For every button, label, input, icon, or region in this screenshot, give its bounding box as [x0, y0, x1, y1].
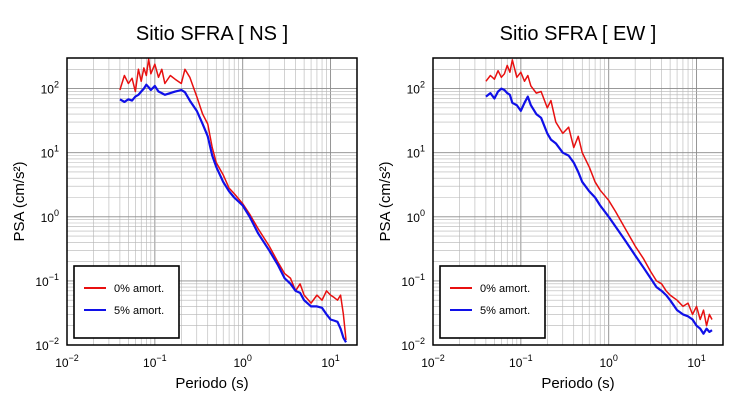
series-line-red: [119, 58, 347, 340]
x-tick-label: 101: [687, 353, 705, 370]
x-tick-label: 10−2: [421, 353, 445, 370]
series-line-red: [485, 59, 713, 327]
legend-label: 0% amort.: [114, 283, 164, 295]
y-axis-label: PSA (cm/s²): [377, 161, 394, 241]
x-tick-label: 10−1: [509, 353, 533, 370]
y-tick-label: 10−1: [401, 272, 425, 289]
y-tick-label: 102: [41, 80, 59, 97]
legend-label: 5% amort.: [480, 305, 530, 317]
chart-title: Sitio SFRA [ EW ]: [500, 23, 657, 45]
x-tick-label: 100: [234, 353, 252, 370]
x-axis-label: Periodo (s): [541, 375, 614, 392]
y-axis-label: PSA (cm/s²): [11, 161, 28, 241]
legend: 0% amort. 5% amort.: [73, 265, 180, 339]
series-line-blue: [119, 83, 347, 343]
legend-label: 0% amort.: [480, 283, 530, 295]
plot-frame: [66, 57, 358, 346]
legend-box: [73, 265, 180, 339]
chart-panel-2: 10−2 10−1 100 101 10−2 10−1 100 101 102 Sitio SFR…: [377, 23, 724, 392]
chart-panel-1: 10−2 10−1 100 101 10−2 10−1 100 101 102 Sitio SFR…: [11, 23, 358, 392]
y-tick-label: 10−2: [35, 336, 59, 353]
y-tick-label: 101: [41, 144, 59, 161]
x-tick-label: 10−1: [143, 353, 167, 370]
x-tick-label: 10−2: [55, 353, 79, 370]
x-tick-label: 100: [600, 353, 618, 370]
legend: 0% amort. 5% amort.: [439, 265, 546, 339]
y-tick-label: 101: [407, 144, 425, 161]
series-line-blue: [485, 87, 713, 335]
y-tick-label: 10−1: [35, 272, 59, 289]
y-tick-label: 10−2: [401, 336, 425, 353]
y-tick-label: 100: [407, 208, 425, 225]
grid: [66, 57, 358, 346]
x-axis-label: Periodo (s): [175, 375, 248, 392]
chart-title: Sitio SFRA [ NS ]: [136, 23, 288, 45]
y-tick-label: 102: [407, 80, 425, 97]
legend-label: 5% amort.: [114, 305, 164, 317]
x-tick-label: 101: [321, 353, 339, 370]
legend-box: [439, 265, 546, 339]
plot-frame: [432, 57, 724, 346]
y-tick-label: 100: [41, 208, 59, 225]
